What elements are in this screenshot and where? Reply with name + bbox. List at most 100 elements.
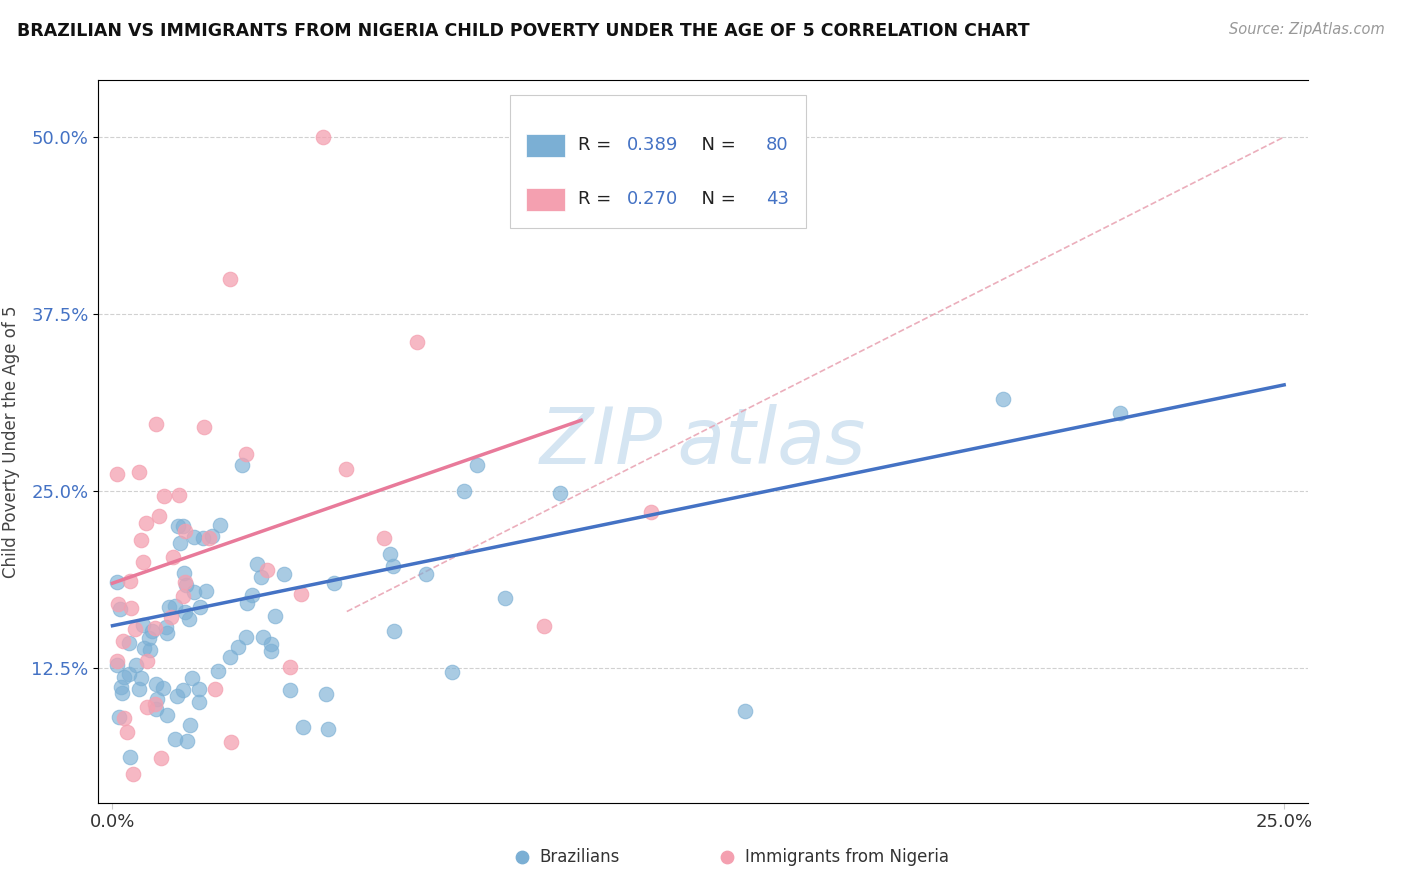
Point — [165, 599, 187, 613]
Point — [204, 681, 226, 696]
Point — [378, 547, 401, 561]
Point — [111, 686, 134, 700]
Point — [218, 271, 240, 285]
Point — [201, 528, 224, 542]
Point — [382, 559, 405, 574]
FancyBboxPatch shape — [509, 95, 806, 228]
Point — [183, 584, 205, 599]
Point — [235, 446, 257, 460]
Point — [145, 702, 167, 716]
Point — [312, 130, 335, 145]
Text: BRAZILIAN VS IMMIGRANTS FROM NIGERIA CHILD POVERTY UNDER THE AGE OF 5 CORRELATIO: BRAZILIAN VS IMMIGRANTS FROM NIGERIA CHI… — [17, 22, 1029, 40]
Text: R =: R = — [578, 191, 617, 209]
Text: N =: N = — [690, 136, 741, 154]
Text: N =: N = — [690, 191, 741, 209]
Point — [107, 597, 129, 611]
Point — [179, 717, 201, 731]
Point — [172, 519, 194, 533]
Point — [180, 671, 202, 685]
Point — [120, 601, 142, 615]
Point — [141, 624, 163, 638]
Point — [149, 751, 172, 765]
Point — [246, 557, 269, 571]
Point — [160, 610, 183, 624]
FancyBboxPatch shape — [526, 188, 565, 211]
Point — [415, 567, 437, 582]
Point — [1109, 406, 1132, 420]
Point — [105, 654, 128, 668]
Point — [152, 489, 174, 503]
Point — [734, 704, 756, 718]
Point — [155, 620, 177, 634]
Point — [207, 665, 229, 679]
Point — [260, 644, 283, 658]
Point — [105, 657, 128, 672]
Point — [148, 509, 170, 524]
Point — [118, 574, 141, 589]
Point — [278, 682, 301, 697]
Point — [128, 682, 150, 697]
Point — [322, 575, 344, 590]
Point — [235, 630, 257, 644]
FancyBboxPatch shape — [526, 134, 565, 157]
Point — [143, 621, 166, 635]
Point — [406, 335, 429, 350]
Point — [145, 677, 167, 691]
Point — [125, 657, 148, 672]
Point — [105, 574, 128, 589]
Point — [172, 589, 194, 603]
Point — [122, 767, 145, 781]
Point — [166, 690, 188, 704]
Point — [118, 750, 141, 764]
Point — [118, 636, 141, 650]
Point — [156, 708, 179, 723]
Text: ZIP atlas: ZIP atlas — [540, 403, 866, 480]
Point — [112, 634, 135, 648]
Text: Immigrants from Nigeria: Immigrants from Nigeria — [745, 848, 949, 866]
Point — [292, 720, 315, 734]
Point — [112, 669, 135, 683]
Point — [110, 680, 132, 694]
Point — [290, 587, 312, 601]
Point — [316, 723, 339, 737]
Point — [135, 699, 157, 714]
Point — [250, 570, 273, 584]
Point — [108, 710, 131, 724]
Point — [453, 483, 475, 498]
Point — [219, 650, 242, 665]
Text: 0.270: 0.270 — [627, 191, 678, 209]
Point — [129, 533, 152, 548]
Text: 0.389: 0.389 — [627, 136, 678, 154]
Point — [198, 531, 221, 545]
Point — [139, 642, 162, 657]
Point — [335, 462, 357, 476]
Point — [441, 665, 464, 680]
Text: Source: ZipAtlas.com: Source: ZipAtlas.com — [1229, 22, 1385, 37]
Point — [138, 631, 160, 645]
Point — [172, 682, 194, 697]
Point — [135, 654, 157, 668]
Point — [145, 691, 167, 706]
Point — [176, 734, 198, 748]
Point — [115, 725, 138, 739]
Point — [112, 711, 135, 725]
Point — [260, 637, 283, 651]
Point — [174, 524, 197, 538]
Point — [174, 605, 197, 619]
Point — [252, 630, 274, 644]
Point — [173, 574, 195, 589]
Point — [256, 563, 278, 577]
Point — [173, 566, 195, 580]
Point — [135, 516, 157, 530]
Point — [169, 536, 191, 550]
Point — [191, 531, 214, 545]
Point — [208, 518, 231, 533]
Point — [188, 695, 211, 709]
Text: Brazilians: Brazilians — [540, 848, 620, 866]
Point — [131, 555, 153, 569]
Point — [129, 672, 152, 686]
Point — [494, 591, 516, 606]
Point — [240, 588, 263, 602]
Point — [118, 667, 141, 681]
Point — [991, 392, 1014, 406]
